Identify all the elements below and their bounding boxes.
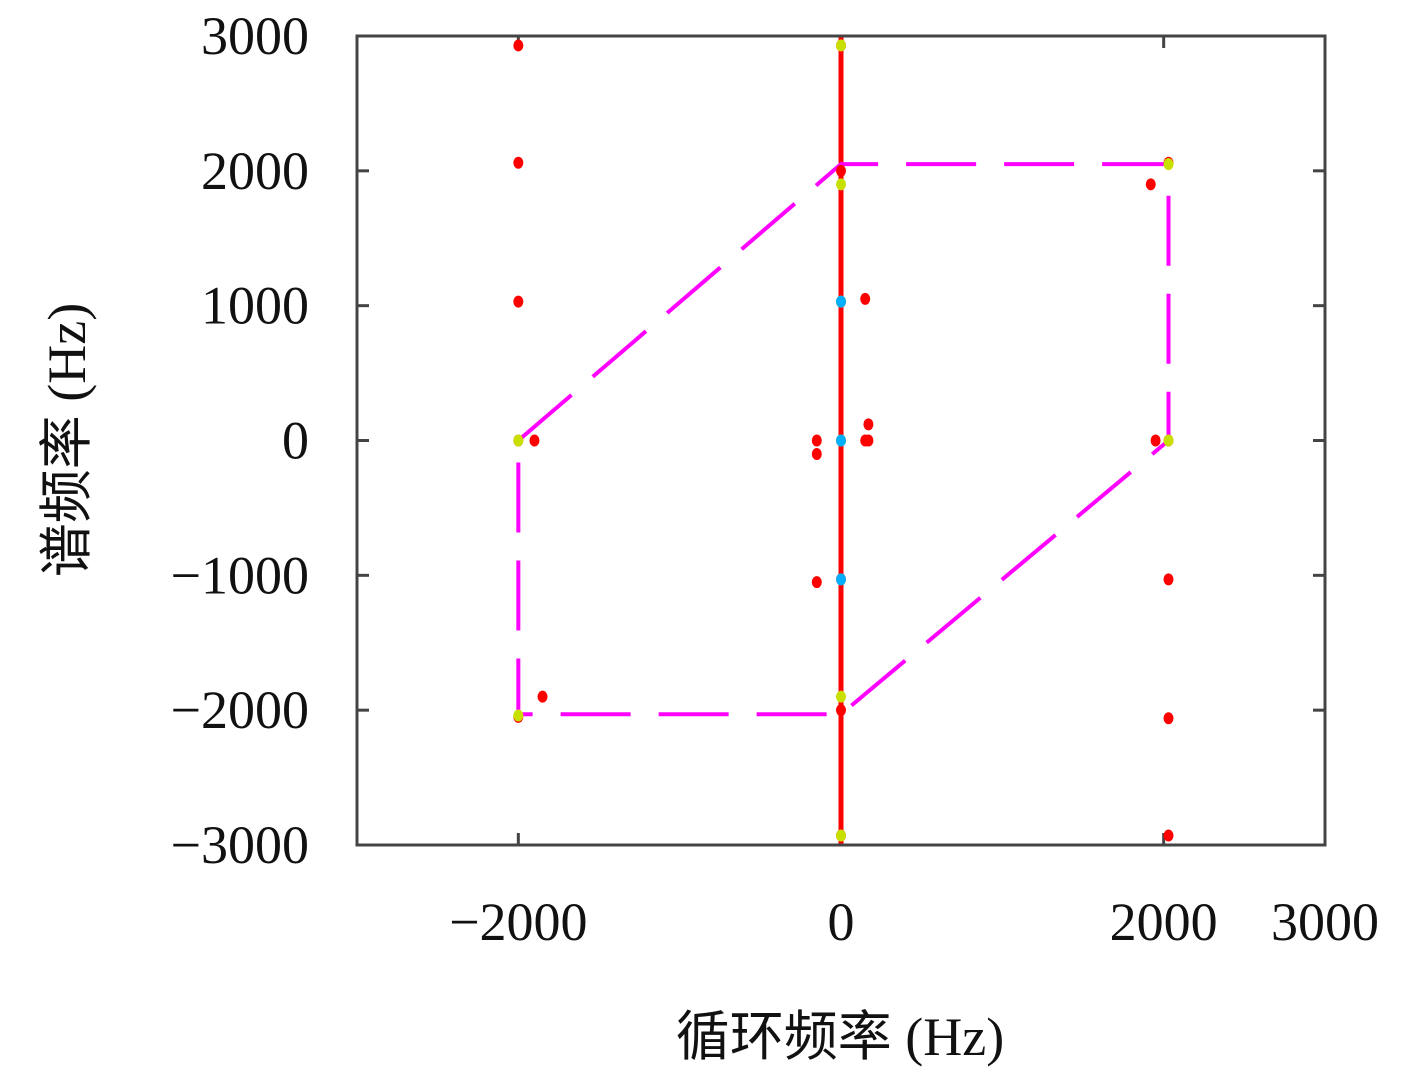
data-point: [811, 447, 822, 460]
data-point: [1150, 434, 1161, 447]
y-tick-label: −1000: [171, 545, 309, 605]
data-point: [513, 39, 524, 52]
data-point: [529, 434, 540, 447]
data-point: [513, 295, 524, 308]
x-tick-label: −2000: [449, 892, 587, 952]
data-point: [836, 690, 846, 703]
data-point: [836, 704, 846, 717]
data-point: [863, 434, 874, 447]
data-point: [811, 434, 822, 447]
data-point: [836, 178, 846, 191]
data-point: [836, 434, 846, 447]
data-point: [811, 576, 822, 589]
data-point: [1163, 829, 1174, 842]
y-axis-label: 谱频率 (Hz): [37, 303, 97, 577]
y-tick-label: 1000: [201, 276, 309, 336]
data-point: [836, 829, 846, 842]
data-point: [863, 418, 874, 431]
data-point: [1145, 178, 1156, 191]
data-point: [1163, 158, 1174, 171]
data-point: [537, 690, 548, 703]
y-tick-label: 2000: [201, 141, 309, 201]
data-point: [513, 156, 524, 169]
data-point: [836, 295, 846, 308]
plot-frame: [355, 34, 1327, 847]
x-axis-label: 循环频率 (Hz): [676, 1007, 1004, 1067]
x-tick-label: 2000: [1110, 892, 1218, 952]
data-point: [860, 292, 871, 305]
data-point: [836, 573, 846, 586]
y-tick-label: −3000: [171, 815, 309, 875]
data-point: [1163, 573, 1174, 586]
data-point: [836, 164, 846, 177]
data-point: [1163, 712, 1174, 725]
data-point: [513, 709, 524, 722]
y-tick-label: 3000: [201, 6, 309, 66]
x-tick-label: 0: [828, 892, 855, 952]
data-point: [1163, 434, 1174, 447]
data-point: [836, 39, 846, 52]
y-tick-label: −2000: [171, 680, 309, 740]
y-tick-label: 0: [282, 411, 309, 471]
x-tick-label: 3000: [1271, 892, 1379, 952]
data-point: [513, 434, 524, 447]
